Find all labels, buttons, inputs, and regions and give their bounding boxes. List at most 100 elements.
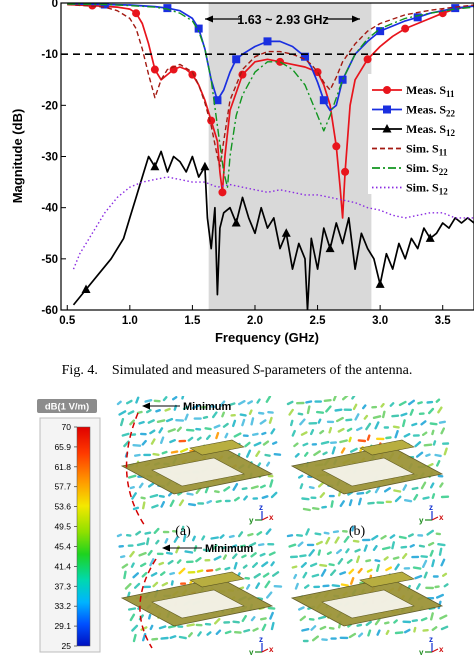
field-vector — [167, 428, 176, 433]
field-vector — [121, 563, 129, 569]
field-vector — [320, 440, 330, 445]
series-marker — [81, 284, 91, 294]
field-vector — [204, 485, 210, 494]
field-vector — [384, 621, 390, 625]
field-vector — [149, 493, 159, 499]
field-vector — [351, 396, 356, 400]
field-vector — [136, 410, 143, 415]
field-vector — [439, 482, 444, 488]
field-vector — [138, 420, 145, 425]
field-vector — [260, 617, 267, 621]
series-marker — [413, 13, 422, 22]
field-vector — [331, 584, 341, 588]
field-vector — [228, 534, 235, 539]
field-vector — [202, 548, 210, 552]
field-vector — [409, 408, 414, 416]
series-marker — [150, 161, 160, 171]
field-vector — [269, 611, 274, 620]
field-vector — [438, 420, 446, 424]
field-vector — [145, 537, 150, 546]
field-vector — [440, 558, 446, 567]
field-vector — [215, 629, 222, 636]
colorbar-tick-label: 61.8 — [54, 462, 71, 472]
field-vector — [420, 555, 428, 559]
field-vector — [250, 485, 259, 490]
field-vector — [187, 502, 197, 507]
field-vector — [140, 496, 146, 500]
caption-italic: S — [252, 363, 260, 378]
field-vector — [425, 453, 431, 457]
field-vector — [178, 567, 186, 575]
field-vector — [140, 626, 148, 631]
field-vector — [348, 436, 352, 443]
field-vector — [178, 499, 185, 507]
field-vector — [186, 492, 194, 496]
legend-label: Meas. S12 — [406, 122, 456, 138]
field-vector — [264, 580, 271, 589]
field-vector — [196, 436, 202, 441]
field-vector — [291, 429, 296, 437]
field-panel-b-top: yzx — [286, 396, 450, 525]
field-vector — [414, 574, 423, 580]
axis-label-z: z — [429, 635, 433, 644]
field-vector — [252, 627, 259, 632]
field-vector — [153, 527, 160, 535]
field-vector — [366, 568, 373, 573]
series-marker — [301, 52, 310, 61]
field-vector — [170, 580, 174, 586]
field-vector — [187, 632, 193, 638]
colorbar-tick-label: 29.1 — [54, 621, 71, 631]
field-vector — [133, 582, 141, 589]
field-vector — [245, 583, 251, 590]
figure-caption: Fig. 4. Simulated and measured S-paramet… — [0, 363, 474, 379]
field-vector — [328, 563, 335, 567]
field-vector — [312, 506, 320, 511]
field-vector — [431, 559, 435, 568]
field-vector — [298, 606, 305, 611]
field-vector — [400, 412, 408, 417]
field-vector — [420, 420, 427, 426]
panel-label-a: (a) — [175, 524, 191, 539]
field-vector — [158, 494, 165, 498]
field-vector — [201, 535, 206, 541]
field-vector — [402, 419, 406, 428]
field-vector — [411, 619, 418, 623]
field-vector — [205, 569, 214, 573]
field-vector — [150, 572, 158, 577]
field-vector — [231, 419, 237, 428]
x-tick-label: 1.5 — [184, 315, 201, 327]
field-vector — [158, 427, 164, 434]
field-vector — [121, 432, 130, 437]
field-vector — [258, 543, 265, 547]
series-marker — [319, 96, 328, 105]
field-vector — [270, 621, 275, 631]
field-vector — [250, 616, 256, 622]
field-vector — [310, 562, 318, 568]
field-vector — [316, 540, 323, 546]
field-vector — [350, 447, 358, 453]
field-vector — [356, 491, 365, 495]
x-tick-label: 0.5 — [59, 315, 76, 327]
field-vector — [423, 571, 428, 579]
field-vector — [288, 408, 294, 416]
field-vector — [223, 486, 231, 492]
field-vector — [434, 453, 442, 458]
field-vector — [343, 535, 350, 543]
field-vector — [297, 412, 304, 416]
field-vector — [420, 617, 428, 622]
field-vector — [339, 439, 348, 444]
field-vector — [418, 544, 425, 548]
field-vector — [392, 556, 400, 560]
field-vector — [158, 625, 167, 630]
minimum-label-top: Minimum — [183, 401, 231, 413]
series-marker — [232, 55, 241, 64]
field-vector — [256, 462, 262, 468]
field-vector — [196, 569, 204, 573]
field-vector — [429, 422, 438, 426]
field-vector — [262, 572, 270, 578]
series-marker — [200, 161, 210, 171]
field-vector — [417, 401, 423, 405]
field-vector — [328, 426, 333, 434]
x-tick-label: 3.5 — [435, 315, 452, 327]
field-vector — [367, 629, 372, 637]
